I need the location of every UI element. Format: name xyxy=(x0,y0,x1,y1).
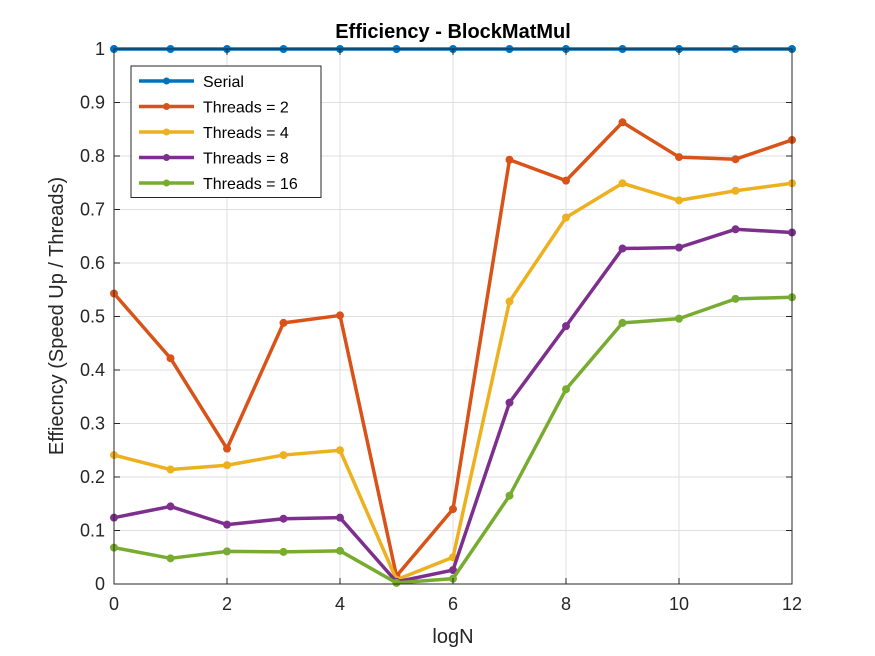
legend-label: Threads = 8 xyxy=(203,151,289,168)
x-tick-label: 8 xyxy=(561,594,571,614)
data-point xyxy=(618,179,627,188)
legend-label: Serial xyxy=(203,74,244,91)
y-tick-label: 0.4 xyxy=(80,360,105,380)
x-tick-label: 6 xyxy=(448,594,458,614)
data-point xyxy=(675,314,683,323)
x-tick-label: 12 xyxy=(782,594,802,614)
data-point xyxy=(505,155,514,164)
data-point xyxy=(731,225,740,234)
y-tick-label: 0.8 xyxy=(80,146,105,166)
series-threads-4 xyxy=(110,179,796,584)
y-tick-label: 0 xyxy=(95,574,105,594)
series-threads-2 xyxy=(110,118,796,580)
y-tick-label: 0.7 xyxy=(80,200,105,220)
x-tick-label: 10 xyxy=(669,594,689,614)
data-point xyxy=(562,385,570,394)
data-point xyxy=(618,318,627,327)
data-point xyxy=(166,502,175,511)
data-point xyxy=(675,243,683,252)
data-point xyxy=(449,566,457,575)
data-point xyxy=(279,451,288,460)
data-point xyxy=(223,461,231,470)
legend: Serial Threads = 2 Threads = 4 Threads = 8 T… xyxy=(130,65,322,198)
data-point xyxy=(505,297,514,306)
data-point xyxy=(279,318,288,327)
data-point xyxy=(166,554,175,563)
data-point xyxy=(505,398,514,407)
data-point xyxy=(279,547,288,556)
y-tick-label: 0.5 xyxy=(80,307,105,327)
data-point xyxy=(166,465,175,474)
y-axis-label: Effiecncy (Speed Up / Threads) xyxy=(46,177,68,455)
chart-title: Efficiency - BlockMatMul xyxy=(335,21,571,43)
data-point xyxy=(279,514,288,523)
data-point xyxy=(731,294,740,303)
data-point xyxy=(223,444,231,453)
data-point xyxy=(562,322,570,331)
data-point xyxy=(731,186,740,195)
data-point xyxy=(223,547,231,556)
y-tick-label: 0.9 xyxy=(80,93,105,113)
legend-marker xyxy=(163,179,170,187)
legend-marker xyxy=(163,77,170,85)
data-point xyxy=(675,196,683,205)
data-point xyxy=(392,578,401,587)
x-tick-label: 2 xyxy=(222,594,232,614)
legend-label: Threads = 4 xyxy=(203,125,289,142)
data-point xyxy=(731,155,740,164)
y-tick-label: 0.6 xyxy=(80,253,105,273)
data-point xyxy=(562,213,570,222)
data-point xyxy=(336,311,344,320)
y-tick-label: 0.1 xyxy=(80,521,105,541)
y-tick-label: 0.2 xyxy=(80,467,105,487)
data-point xyxy=(675,153,683,162)
data-point xyxy=(618,118,627,127)
data-point xyxy=(223,520,231,529)
legend-marker xyxy=(163,154,170,161)
legend-marker xyxy=(163,103,170,110)
legend-label: Threads = 16 xyxy=(203,176,298,193)
axis-ticks: 0 2 4 6 8 10 12 0 0.1 0.2 0.3 0.4 0.5 0.6 0.7 0.8 0.9 1 xyxy=(80,39,802,614)
data-point xyxy=(336,513,344,522)
legend-label: Threads = 2 xyxy=(203,100,289,117)
data-point xyxy=(505,491,514,500)
data-point xyxy=(336,546,344,555)
data-point xyxy=(449,505,457,514)
data-point xyxy=(166,354,175,363)
y-tick-label: 1 xyxy=(95,39,105,59)
x-tick-label: 4 xyxy=(335,594,345,614)
legend-marker xyxy=(163,128,170,136)
data-point xyxy=(336,446,344,455)
data-point xyxy=(562,176,570,185)
data-point xyxy=(618,244,627,253)
x-axis-label: logN xyxy=(432,626,473,648)
y-tick-label: 0.3 xyxy=(80,414,105,434)
x-tick-label: 0 xyxy=(109,594,119,614)
